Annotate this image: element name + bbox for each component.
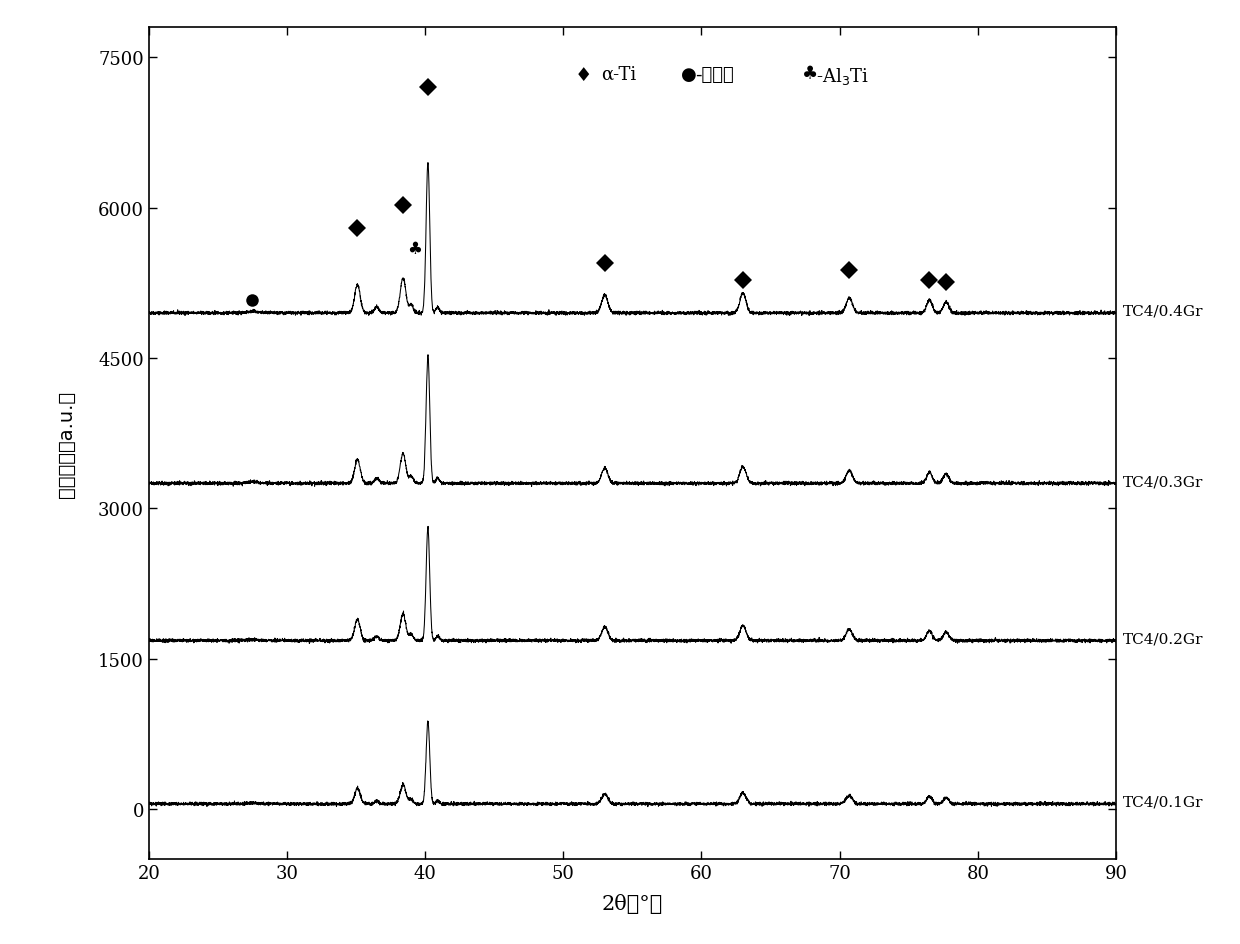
X-axis label: 2θ（°）: 2θ（°） — [601, 893, 663, 913]
Text: ♣: ♣ — [802, 66, 818, 84]
Text: -Al$_3$Ti: -Al$_3$Ti — [816, 66, 869, 87]
Text: TC4/0.1Gr: TC4/0.1Gr — [1123, 795, 1203, 809]
Text: TC4/0.2Gr: TC4/0.2Gr — [1123, 632, 1203, 646]
Text: ♣: ♣ — [407, 240, 422, 258]
Text: ♦: ♦ — [574, 66, 591, 85]
Text: TC4/0.3Gr: TC4/0.3Gr — [1123, 475, 1203, 489]
Text: α-Ti: α-Ti — [601, 66, 636, 84]
Text: ●: ● — [681, 66, 697, 84]
Text: TC4/0.4Gr: TC4/0.4Gr — [1123, 305, 1203, 318]
Text: -石墨烯: -石墨烯 — [696, 66, 734, 84]
Text: 衍射强度（a.u.）: 衍射强度（a.u.） — [57, 390, 76, 497]
